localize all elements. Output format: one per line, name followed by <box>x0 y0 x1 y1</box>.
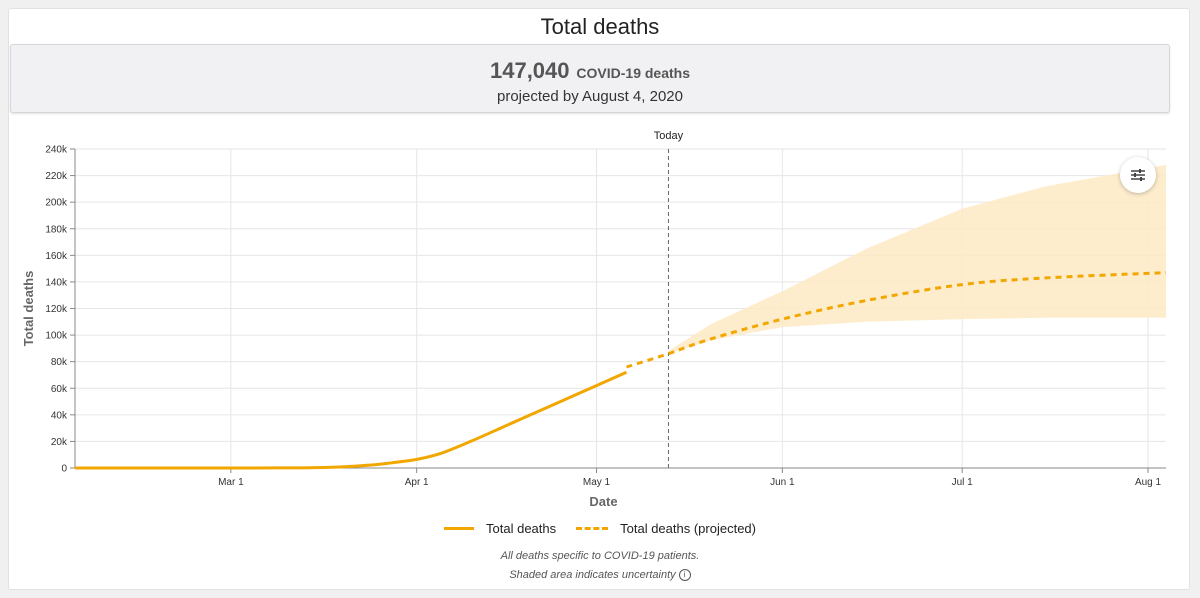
y-tick-label: 220k <box>45 171 68 182</box>
y-tick-label: 80k <box>51 357 68 368</box>
sliders-icon <box>1131 169 1145 181</box>
summary-value: 147,040 <box>489 58 570 83</box>
y-tick-label: 120k <box>45 304 68 315</box>
today-label: Today <box>654 130 684 142</box>
y-tick-label: 140k <box>45 277 68 288</box>
y-tick-label: 240k <box>45 145 68 156</box>
x-tick-label: Jul 1 <box>952 477 974 488</box>
summary-box: 147,040 COVID-19 deaths projected by Aug… <box>10 44 1170 113</box>
series-line-projected <box>626 271 1167 369</box>
y-tick-label: 180k <box>45 224 68 235</box>
y-tick-label: 100k <box>45 331 68 342</box>
x-axis-title: Date <box>589 494 617 509</box>
y-axis-title: Total deaths <box>21 271 36 347</box>
legend-label-actual: Total deaths <box>486 520 557 536</box>
x-tick-label: Aug 1 <box>1135 477 1162 488</box>
series-line-actual <box>75 370 628 470</box>
summary-unit: COVID-19 deaths <box>576 65 690 81</box>
summary-subtitle: projected by August 4, 2020 <box>497 88 683 105</box>
summary-headline: 147,040 COVID-19 deaths <box>11 58 1169 84</box>
y-tick-label: 20k <box>51 437 68 448</box>
y-tick-label: 0 <box>61 464 67 475</box>
footnote-deaths: All deaths specific to COVID-19 patients… <box>500 550 700 562</box>
legend-label-projected: Total deaths (projected) <box>620 520 756 536</box>
y-tick-label: 60k <box>51 384 68 395</box>
y-tick-label: 40k <box>51 410 68 421</box>
legend-swatch-dashed <box>576 526 609 530</box>
legend-swatch-solid <box>444 526 475 530</box>
y-tick-label: 160k <box>45 251 68 262</box>
y-tick-label: 200k <box>45 198 68 209</box>
chart-legend: Total deaths Total deaths (projected) <box>0 518 1200 538</box>
x-tick-label: Mar 1 <box>218 477 244 488</box>
legend-item-projected[interactable]: Total deaths (projected) <box>576 521 756 536</box>
x-tick-label: May 1 <box>583 477 611 488</box>
chart-settings-button[interactable] <box>1120 157 1156 193</box>
footnote-uncertainty: Shaded area indicates uncertainty i <box>0 569 1200 582</box>
info-icon[interactable]: i <box>678 569 691 582</box>
uncertainty-band <box>668 164 1166 354</box>
x-tick-label: Jun 1 <box>770 477 795 488</box>
footnote-uncertainty-text: Shaded area indicates uncertainty <box>509 569 676 581</box>
chart-title: Total deaths <box>540 14 660 39</box>
x-tick-label: Apr 1 <box>405 477 429 488</box>
legend-item-actual[interactable]: Total deaths <box>444 521 556 536</box>
